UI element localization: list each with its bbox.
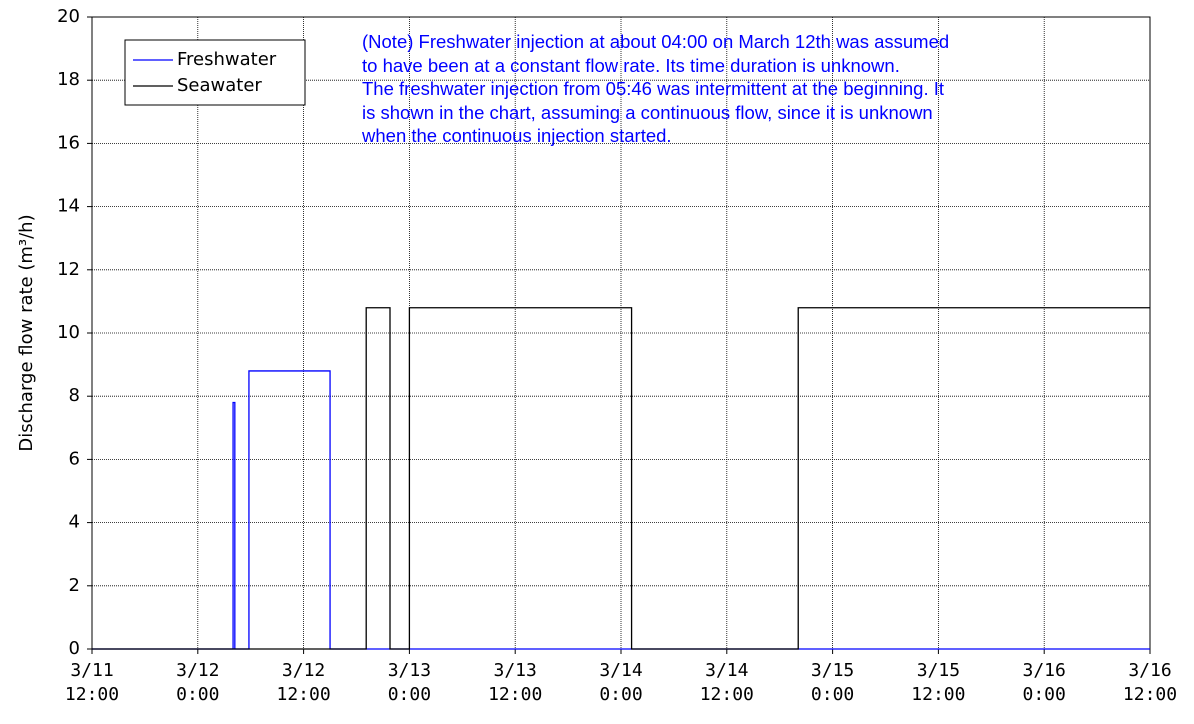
note-line: (Note) Freshwater injection at about 04:…: [362, 31, 950, 52]
y-tick-label: 0: [69, 638, 80, 659]
x-tick-label: 3/12 0:00: [176, 660, 220, 705]
x-tick-label: 3/14 0:00: [599, 660, 643, 705]
note: (Note) Freshwater injection at about 04:…: [362, 30, 1142, 148]
x-tick-label: 3/16 12:00: [1122, 660, 1178, 705]
y-tick-label: 2: [69, 575, 80, 596]
y-tick-label: 12: [57, 259, 80, 280]
note-line: The freshwater injection from 05:46 was …: [362, 78, 945, 99]
note-line: to have been at a constant flow rate. It…: [362, 54, 900, 76]
series-line: [92, 307, 1150, 650]
y-tick-label: 20: [57, 6, 80, 27]
x-tick-label: 3/13 12:00: [488, 660, 543, 705]
y-tick-label: 6: [69, 448, 80, 469]
legend-label: Freshwater: [177, 49, 277, 70]
legend-label: Seawater: [177, 75, 262, 96]
x-tick-label: 3/14 12:00: [699, 660, 754, 705]
y-tick-label: 10: [57, 322, 80, 343]
x-tick-label: 3/15 0:00: [810, 660, 855, 705]
y-tick-label: 8: [69, 385, 80, 406]
note-line: when the continuous injection started.: [362, 125, 672, 146]
y-tick-label: 4: [69, 512, 80, 533]
y-tick-label: 14: [57, 196, 80, 217]
x-tick-label: 3/13 0:00: [387, 660, 432, 705]
y-axis-label: Discharge flow rate (m³/h): [16, 214, 37, 451]
y-tick-label: 16: [57, 132, 80, 153]
legend-box: [124, 39, 306, 106]
y-tick-label: 18: [57, 69, 80, 90]
x-tick-label: 3/16 0:00: [1022, 660, 1066, 705]
note-line: is shown in the chart, assuming a contin…: [362, 101, 933, 123]
x-tick-label: 3/15 12:00: [911, 660, 966, 705]
x-tick-label: 3/12 12:00: [276, 660, 331, 705]
x-tick-label: 3/11 12:00: [64, 660, 120, 705]
